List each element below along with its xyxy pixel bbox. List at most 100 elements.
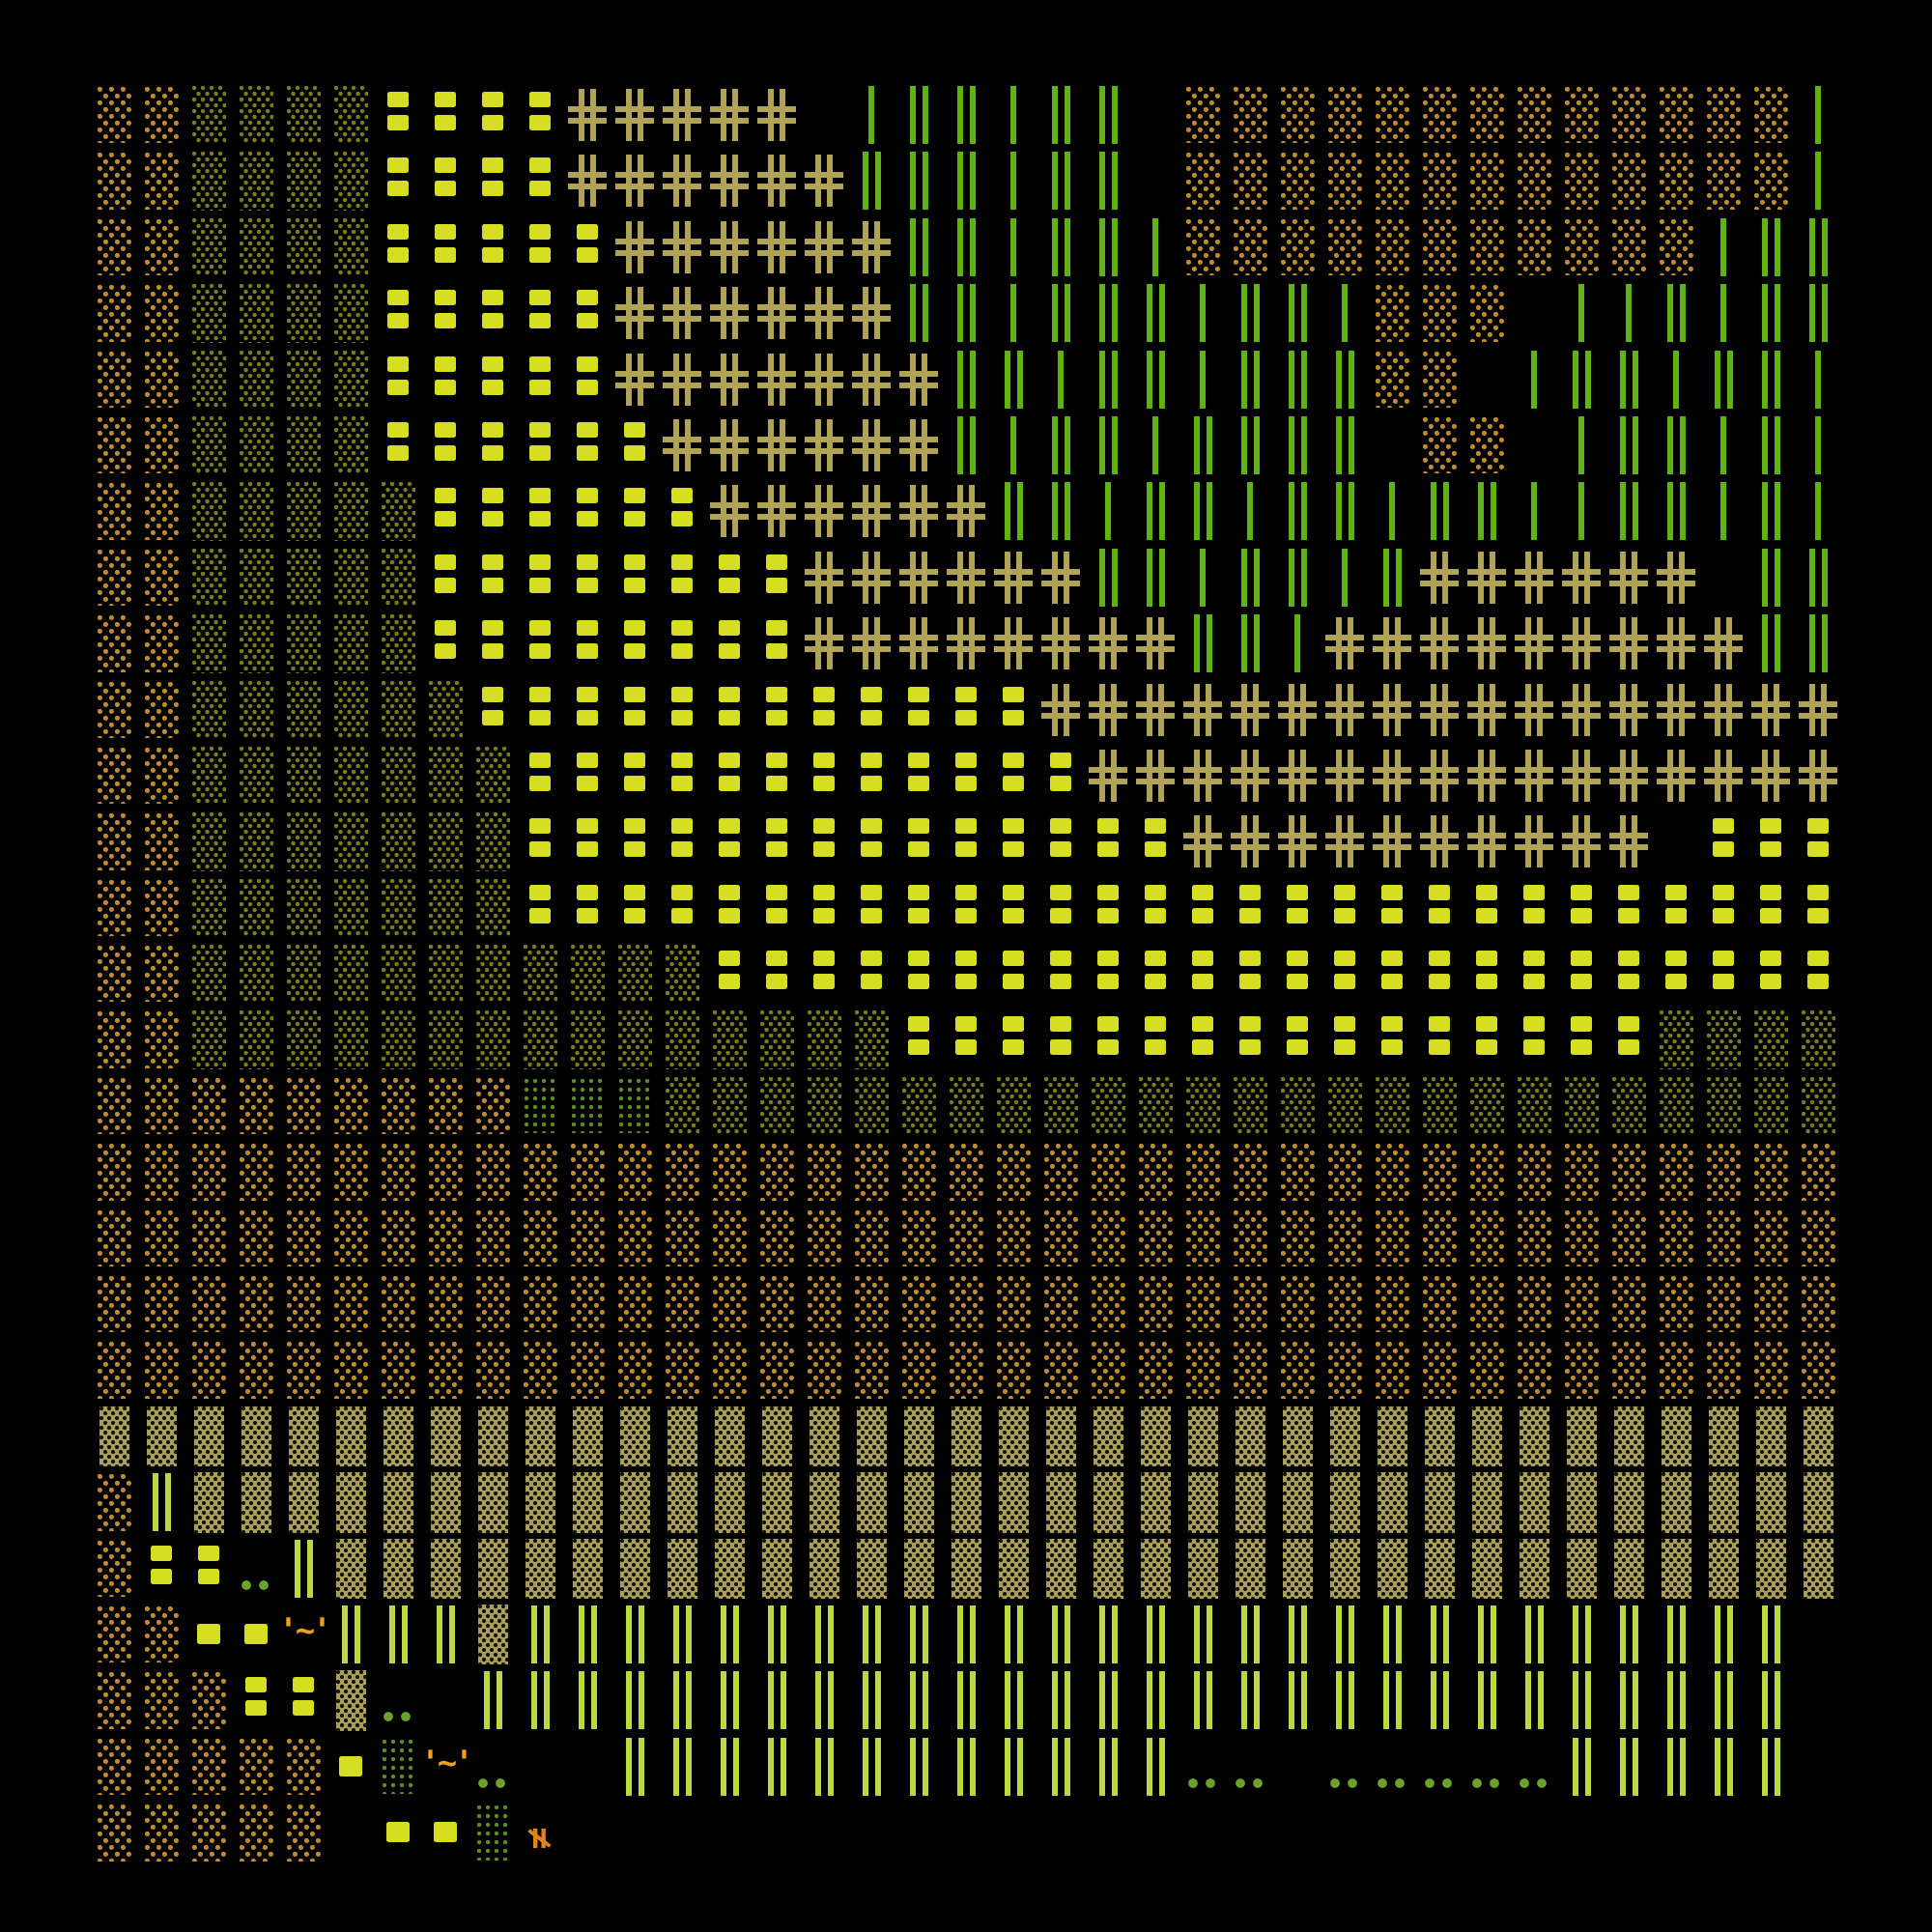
map-tile-light-shade-orange[interactable] [91,1536,138,1602]
map-tile-light-shade-orange[interactable] [280,1734,327,1800]
map-tile-light-shade-orange[interactable] [1511,214,1558,280]
map-tile-light-shade-orange[interactable] [1132,1271,1179,1337]
map-tile-medium-shade-olive[interactable] [327,545,375,611]
map-tile-dark-shade-khaki[interactable] [990,1469,1037,1535]
map-tile-light-shade-orange[interactable] [185,1139,233,1205]
map-tile-light-shade-orange[interactable] [138,1206,185,1271]
map-tile-medium-shade-olive[interactable] [1274,1073,1321,1139]
map-tile-double-block-yellow[interactable] [706,941,753,1007]
map-tile-double-block-yellow[interactable] [753,611,801,676]
map-tile-double-bar-green[interactable] [1085,545,1132,611]
map-tile-light-shade-orange[interactable] [1037,1337,1085,1403]
map-tile-double-bar-yellowgreen[interactable] [895,1602,943,1667]
map-tile-double-bar-yellowgreen[interactable] [517,1602,564,1667]
map-tile-double-block-yellow[interactable] [517,478,564,544]
map-tile-double-cross-tan[interactable] [1179,809,1227,874]
map-tile-double-block-yellow[interactable] [517,82,564,148]
map-tile-double-bar-yellowgreen[interactable] [375,1602,422,1667]
map-tile-double-block-yellow[interactable] [185,1536,233,1602]
map-tile-light-shade-orange[interactable] [1700,1271,1747,1337]
map-tile-double-cross-tan[interactable] [706,478,753,544]
map-tile-medium-shade-olive[interactable] [185,677,233,743]
map-tile-double-block-yellow[interactable] [469,280,517,346]
map-tile-light-shade-orange[interactable] [138,611,185,676]
map-tile-dark-shade-khaki[interactable] [327,1536,375,1602]
map-tile-double-block-yellow[interactable] [848,743,895,809]
map-tile-light-shade-orange[interactable] [1416,412,1463,478]
map-tile-double-block-yellow[interactable] [1321,1007,1369,1072]
map-tile-double-cross-tan[interactable] [1605,611,1653,676]
map-tile-light-shade-orange[interactable] [801,1206,848,1271]
map-tile-light-shade-orange[interactable] [1321,82,1369,148]
map-tile-dark-shade-khaki[interactable] [1558,1404,1605,1469]
map-tile-double-block-yellow[interactable] [517,148,564,213]
map-tile-double-block-yellow[interactable] [611,545,659,611]
map-tile-double-bar-green[interactable] [1747,280,1795,346]
map-tile-light-shade-orange[interactable] [1605,1271,1653,1337]
map-tile-medium-shade-olive[interactable] [1227,1073,1274,1139]
map-tile-double-block-yellow[interactable] [1227,875,1274,941]
map-tile-double-block-yellow[interactable] [1700,941,1747,1007]
map-tile-medium-shade-olive[interactable] [233,743,280,809]
map-tile-light-shade-orange[interactable] [469,1139,517,1205]
map-tile-dark-shade-khaki[interactable] [1037,1469,1085,1535]
map-tile-light-shade-orange[interactable] [1511,148,1558,213]
map-tile-light-shade-orange[interactable] [753,1139,801,1205]
map-tile-medium-shade-olive[interactable] [327,280,375,346]
map-tile-double-bar-green[interactable] [895,214,943,280]
map-tile-double-block-yellow[interactable] [375,82,422,148]
map-tile-double-block-yellow[interactable] [659,611,706,676]
map-tile-double-block-yellow[interactable] [517,743,564,809]
map-tile-medium-shade-olive[interactable] [469,743,517,809]
map-tile-light-shade-orange[interactable] [1700,82,1747,148]
map-tile-light-shade-orange[interactable] [1227,82,1274,148]
map-tile-light-shade-orange[interactable] [1274,82,1321,148]
map-tile-light-shade-orange[interactable] [185,1734,233,1800]
map-tile-dark-shade-khaki[interactable] [801,1404,848,1469]
map-tile-double-bar-green[interactable] [1653,280,1700,346]
map-tile-dark-shade-khaki[interactable] [753,1536,801,1602]
map-tile-medium-shade-olive[interactable] [280,611,327,676]
map-tile-double-cross-tan[interactable] [1227,677,1274,743]
map-tile-dot-pair-green[interactable] [375,1667,422,1735]
map-tile-dark-shade-khaki[interactable] [1227,1404,1274,1469]
map-tile-double-cross-tan[interactable] [801,478,848,544]
map-tile-light-shade-orange[interactable] [91,1602,138,1667]
map-tile-light-shade-orange[interactable] [1653,1337,1700,1403]
map-tile-dark-shade-khaki[interactable] [1085,1404,1132,1469]
map-tile-double-block-yellow[interactable] [469,148,517,213]
map-tile-double-block-yellow[interactable] [990,875,1037,941]
map-tile-double-bar-green[interactable] [848,148,895,213]
map-tile-double-bar-yellowgreen[interactable] [1511,1602,1558,1667]
map-tile-light-shade-orange[interactable] [943,1337,990,1403]
map-tile-double-block-yellow[interactable] [801,743,848,809]
map-tile-double-bar-yellowgreen[interactable] [1653,1734,1700,1800]
map-tile-light-shade-orange[interactable] [611,1206,659,1271]
map-tile-single-bar-green[interactable] [990,412,1037,478]
map-tile-light-shade-orange[interactable] [611,1337,659,1403]
map-tile-double-block-yellow[interactable] [422,545,469,611]
map-tile-light-shade-orange[interactable] [1795,1337,1842,1403]
map-tile-dark-shade-khaki[interactable] [1795,1469,1842,1535]
map-tile-dark-shade-khaki[interactable] [1085,1469,1132,1535]
map-tile-dark-shade-khaki[interactable] [185,1469,233,1535]
map-tile-double-cross-tan[interactable] [1274,809,1321,874]
map-tile-dark-shade-khaki[interactable] [1132,1536,1179,1602]
map-tile-light-shade-orange[interactable] [706,1206,753,1271]
map-tile-light-shade-orange[interactable] [1463,148,1511,213]
map-tile-medium-shade-olive[interactable] [517,941,564,1007]
map-tile-medium-shade-olive[interactable] [185,82,233,148]
map-tile-dark-shade-khaki[interactable] [469,1602,517,1667]
map-tile-light-shade-orange[interactable] [233,1800,280,1865]
map-tile-medium-shade-olive[interactable] [233,875,280,941]
map-tile-double-cross-tan[interactable] [1179,743,1227,809]
map-tile-dot-grid-green[interactable] [375,1734,422,1800]
map-tile-medium-shade-olive[interactable] [233,347,280,412]
map-tile-double-cross-tan[interactable] [1605,743,1653,809]
map-tile-double-block-yellow[interactable] [753,743,801,809]
map-tile-double-cross-tan[interactable] [1037,611,1085,676]
map-tile-double-cross-tan[interactable] [848,214,895,280]
map-tile-single-bar-green[interactable] [1321,280,1369,346]
map-tile-double-cross-tan[interactable] [1085,743,1132,809]
map-tile-double-bar-yellowgreen[interactable] [1179,1667,1227,1733]
